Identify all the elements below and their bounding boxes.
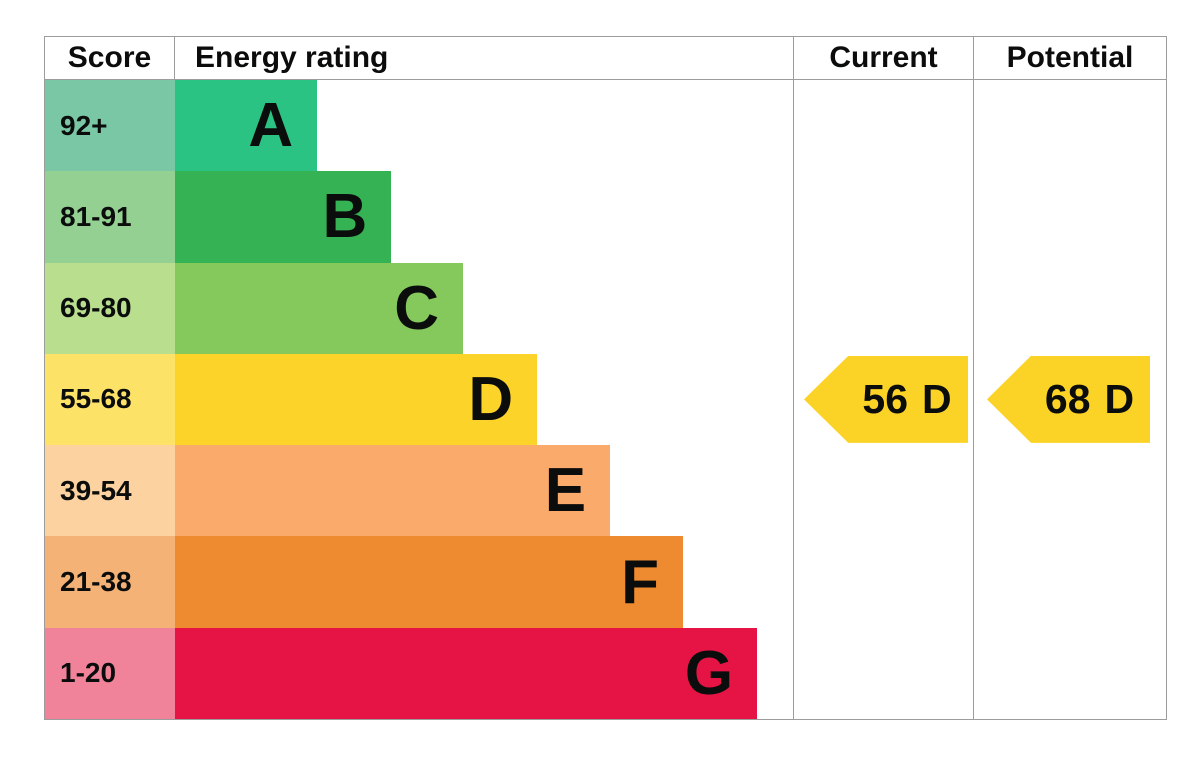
rating-area: C xyxy=(175,262,793,354)
header-current: Current xyxy=(793,37,973,79)
score-cell: 92+ xyxy=(45,80,175,172)
current-rating-band: D xyxy=(922,375,952,422)
score-cell: 81-91 xyxy=(45,171,175,263)
rating-bar: A xyxy=(175,80,318,172)
epc-rating-table: Score Energy rating Current Potential 92… xyxy=(44,36,1167,720)
band-row-d: 55-68 D xyxy=(45,353,1166,446)
current-rating-arrow: 56 D xyxy=(804,355,968,443)
rating-area: G xyxy=(175,627,793,719)
band-row-e: 39-54 E xyxy=(45,445,1166,537)
band-row-a: 92+ A xyxy=(45,80,1166,172)
rating-bands: 92+ A 81-91 B 69-80 C 55-68 D 39-54 xyxy=(45,80,1166,719)
rating-area: D xyxy=(175,353,793,446)
band-row-g: 1-20 G xyxy=(45,627,1166,719)
potential-column: 68 D xyxy=(973,80,1166,719)
score-cell: 55-68 xyxy=(45,353,175,446)
rating-bar: D xyxy=(175,353,538,446)
rating-area: E xyxy=(175,445,793,537)
current-column: 56 D xyxy=(793,80,973,719)
header-energy-rating: Energy rating xyxy=(195,41,389,74)
rating-area: B xyxy=(175,171,793,263)
rating-bar: G xyxy=(175,627,758,719)
band-row-c: 69-80 C xyxy=(45,262,1166,354)
rating-bar: B xyxy=(175,171,392,263)
current-rating-value: 56 xyxy=(862,375,908,422)
rating-area: A xyxy=(175,80,793,172)
potential-rating-value: 68 xyxy=(1044,375,1091,422)
band-row-f: 21-38 F xyxy=(45,536,1166,628)
potential-rating-arrow: 68 D xyxy=(987,355,1150,443)
header-score: Score xyxy=(45,37,175,79)
score-cell: 69-80 xyxy=(45,262,175,354)
score-cell: 1-20 xyxy=(45,627,175,719)
rating-bar: E xyxy=(175,445,611,537)
header-potential: Potential xyxy=(973,37,1166,79)
score-cell: 39-54 xyxy=(45,445,175,537)
table-header: Score Energy rating Current Potential xyxy=(45,37,1166,80)
score-cell: 21-38 xyxy=(45,536,175,628)
band-row-b: 81-91 B xyxy=(45,171,1166,263)
rating-bar: F xyxy=(175,536,683,628)
potential-rating-band: D xyxy=(1104,375,1135,422)
rating-area: F xyxy=(175,536,793,628)
rating-bar: C xyxy=(175,262,463,354)
